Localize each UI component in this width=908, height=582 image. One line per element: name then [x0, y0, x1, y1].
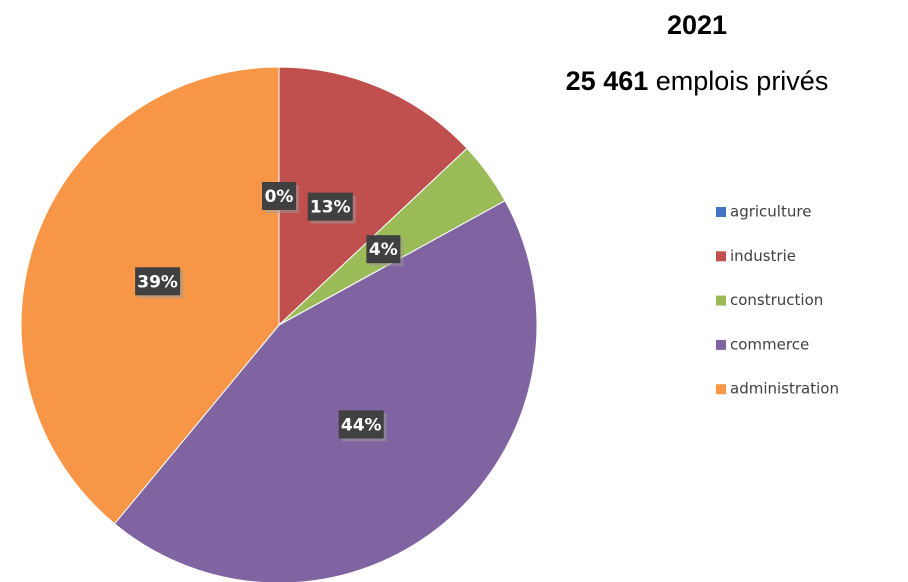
legend-swatch — [716, 295, 726, 306]
data-label-box — [262, 182, 296, 210]
chart-subtitle: 25 461 emplois privés — [566, 66, 829, 96]
legend-label: construction — [730, 291, 823, 309]
data-label-box — [307, 192, 353, 221]
legend-swatch — [716, 339, 726, 350]
data-label: 4% — [369, 240, 398, 260]
legend-label: commerce — [730, 335, 809, 353]
subtitle-text: emplois privés — [656, 66, 829, 96]
data-label-box — [366, 235, 401, 264]
subtitle-number: 25 461 — [566, 66, 649, 96]
legend-swatch — [716, 251, 726, 262]
data-label: 39% — [137, 272, 178, 292]
legend-swatch — [716, 207, 726, 217]
data-label: 0% — [265, 187, 294, 207]
chart-title: 2021 — [667, 10, 727, 40]
legend-label: industrie — [730, 247, 796, 265]
data-label-box — [135, 267, 181, 296]
data-label: 44% — [341, 415, 382, 435]
data-label-box — [338, 410, 384, 439]
data-label: 13% — [310, 198, 351, 218]
pie-slice — [113, 200, 538, 582]
legend-label: administration — [730, 380, 839, 398]
legend-label: agriculture — [730, 203, 811, 221]
legend-swatch — [716, 384, 726, 395]
pie-slice — [278, 66, 468, 327]
